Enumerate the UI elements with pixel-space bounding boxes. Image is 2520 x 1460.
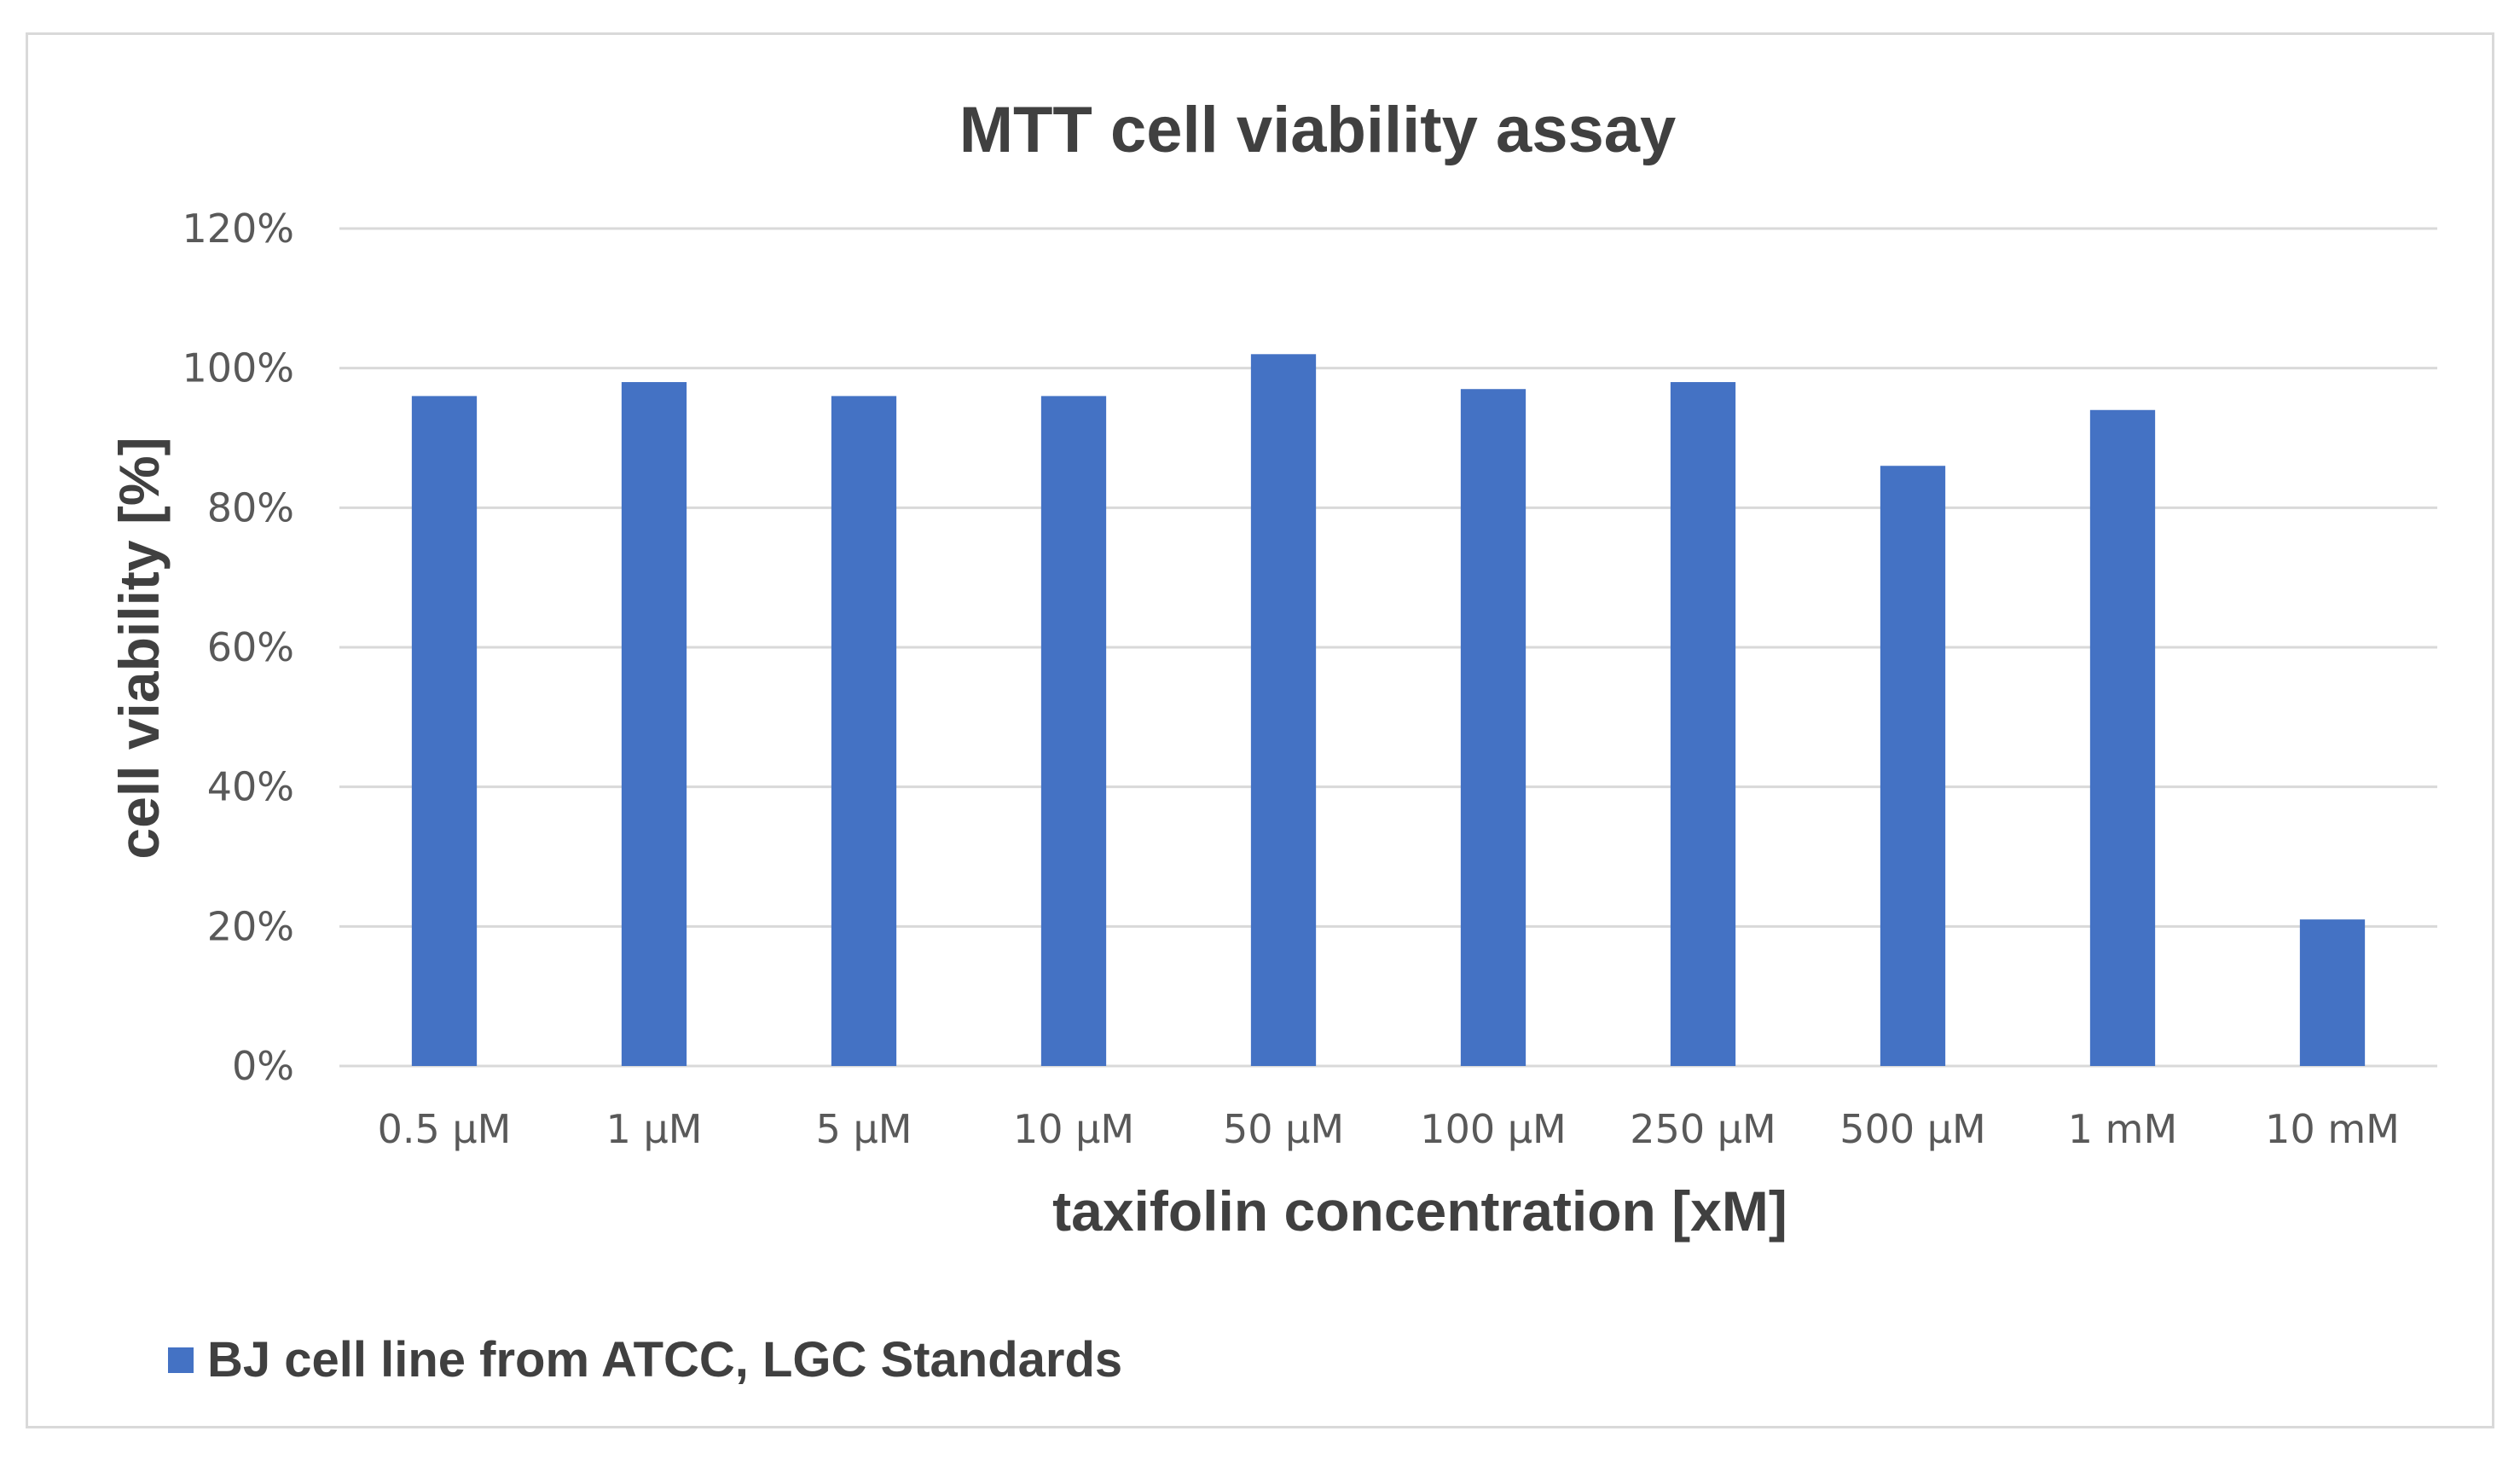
y-tick-label: 40% bbox=[207, 764, 294, 810]
x-axis-title: taxifolin concentration [xM] bbox=[1052, 1179, 1787, 1243]
x-tick-label: 250 µM bbox=[1630, 1106, 1776, 1152]
y-tick-label: 20% bbox=[207, 903, 294, 949]
bar bbox=[2089, 409, 2156, 1066]
y-tick-label: 100% bbox=[182, 345, 294, 391]
y-tick-label: 60% bbox=[207, 624, 294, 670]
x-tick-label: 1 µM bbox=[606, 1106, 703, 1152]
y-axis-ticks: 0% 20% 40% 60% 80% 100% 120% bbox=[182, 206, 294, 1089]
x-tick-label: 0.5 µM bbox=[378, 1106, 512, 1152]
gridlines bbox=[339, 227, 2437, 1068]
bar bbox=[1250, 354, 1317, 1066]
legend: BJ cell line from ATCC, LGC Standards bbox=[168, 1332, 1122, 1388]
y-tick-label: 0% bbox=[232, 1043, 294, 1089]
x-tick-label: 10 mM bbox=[2265, 1106, 2400, 1152]
legend-swatch bbox=[168, 1347, 194, 1373]
y-tick-label: 120% bbox=[182, 206, 294, 252]
y-axis-title: cell viability [%] bbox=[107, 437, 171, 859]
bar bbox=[621, 382, 687, 1066]
bars bbox=[411, 354, 2366, 1066]
x-tick-label: 10 µM bbox=[1013, 1106, 1134, 1152]
bar bbox=[1460, 389, 1526, 1066]
x-tick-label: 500 µM bbox=[1839, 1106, 1985, 1152]
bar bbox=[1670, 382, 1736, 1066]
chart-title: MTT cell viability assay bbox=[959, 94, 1677, 166]
x-axis-ticks: 0.5 µM 1 µM 5 µM 10 µM 50 µM 100 µM 250 µM 500 … bbox=[378, 1106, 2400, 1152]
x-tick-label: 100 µM bbox=[1420, 1106, 1566, 1152]
bar bbox=[1880, 466, 1946, 1066]
y-tick-label: 80% bbox=[207, 484, 294, 530]
bar bbox=[411, 396, 478, 1066]
bar bbox=[2299, 919, 2366, 1066]
legend-label: BJ cell line from ATCC, LGC Standards bbox=[207, 1332, 1122, 1388]
bar bbox=[1040, 396, 1107, 1066]
x-tick-label: 1 mM bbox=[2068, 1106, 2177, 1152]
bar bbox=[831, 396, 897, 1066]
x-tick-label: 50 µM bbox=[1223, 1106, 1344, 1152]
x-tick-label: 5 µM bbox=[816, 1106, 912, 1152]
